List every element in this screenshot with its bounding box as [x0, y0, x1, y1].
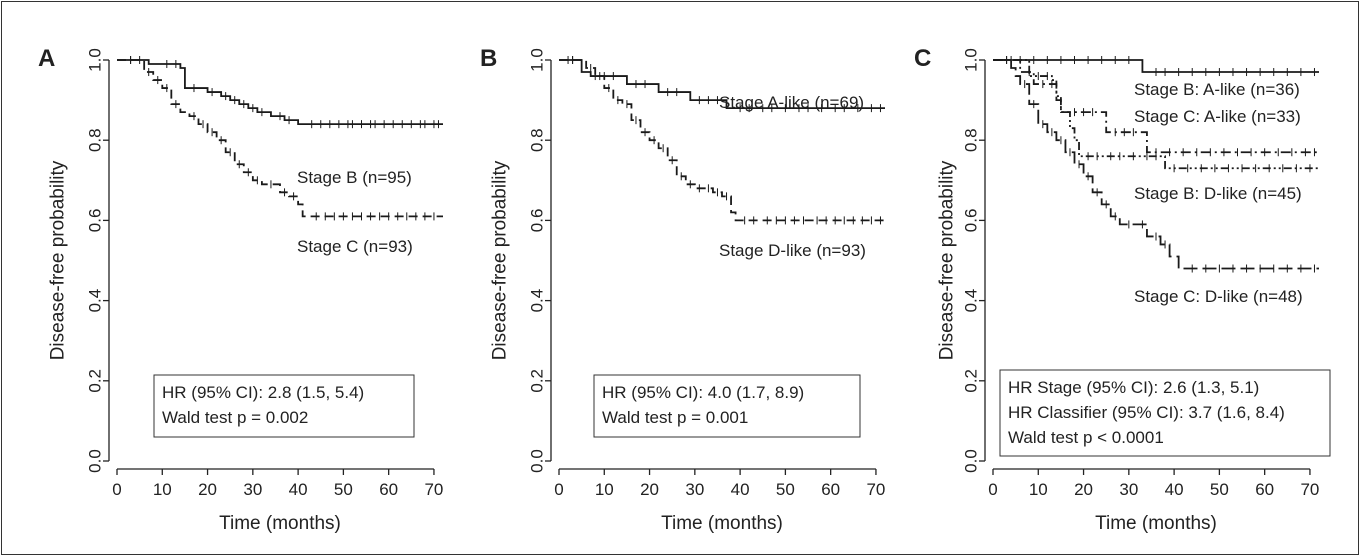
stats-box: [999, 369, 1331, 457]
x-tick-label: 40: [1165, 480, 1184, 499]
series-label: Stage C: A-like (n=33): [1134, 107, 1301, 126]
x-tick-label: 10: [595, 480, 614, 499]
x-tick-label: 20: [198, 480, 217, 499]
x-axis-title: Time (months): [219, 513, 341, 534]
stats-line: HR Stage (95% CI): 2.6 (1.3, 5.1): [1008, 378, 1259, 397]
y-tick-label: 0.0: [962, 449, 981, 473]
y-tick-label: 0.4: [86, 289, 105, 313]
series-1: Stage A-like (n=69): [559, 56, 885, 113]
series-1: Stage B: A-like (n=36): [993, 56, 1319, 99]
y-tick-label: 0.8: [528, 128, 547, 152]
x-tick-label: 70: [866, 480, 885, 499]
x-tick-label: 20: [640, 480, 659, 499]
x-tick-label: 60: [1255, 480, 1274, 499]
series-4: Stage C: D-like (n=48): [993, 59, 1319, 306]
x-axis-title: Time (months): [1095, 513, 1217, 534]
series-label: Stage B (n=95): [297, 168, 412, 187]
panel-label: A: [38, 45, 55, 72]
y-axis-title: Disease-free probability: [490, 160, 511, 360]
x-tick-label: 40: [289, 480, 308, 499]
series-label: Stage B: D-like (n=45): [1134, 184, 1302, 203]
series-2: Stage D-like (n=93): [559, 56, 885, 260]
y-axis-title: Disease-free probability: [937, 160, 958, 360]
panel-label: C: [914, 45, 931, 72]
y-tick-label: 0.6: [86, 209, 105, 233]
series-2: Stage C (n=93): [117, 56, 443, 256]
y-tick-label: 0.6: [962, 209, 981, 233]
x-tick-label: 60: [379, 480, 398, 499]
x-tick-label: 0: [554, 480, 563, 499]
panel-label: B: [480, 45, 497, 72]
stats-box: [593, 374, 861, 438]
x-tick-label: 60: [821, 480, 840, 499]
x-axis-title: Time (months): [661, 513, 783, 534]
x-tick-label: 40: [731, 480, 750, 499]
x-tick-label: 0: [112, 480, 121, 499]
y-tick-label: 0.0: [86, 449, 105, 473]
stats-line: HR Classifier (95% CI): 3.7 (1.6, 8.4): [1008, 403, 1285, 422]
km-curve: [993, 59, 1319, 73]
x-tick-label: 10: [153, 480, 172, 499]
stats-line: HR (95% CI): 2.8 (1.5, 5.4): [162, 383, 364, 402]
y-tick-label: 0.0: [528, 449, 547, 473]
x-tick-label: 10: [1029, 480, 1048, 499]
series-label: Stage D-like (n=93): [719, 241, 866, 260]
stats-line: HR (95% CI): 4.0 (1.7, 8.9): [602, 383, 804, 402]
y-tick-label: 0.8: [86, 128, 105, 152]
km-curve: [559, 59, 885, 110]
x-tick-label: 50: [776, 480, 795, 499]
series-label: Stage C (n=93): [297, 237, 413, 256]
series-label: Stage B: A-like (n=36): [1134, 80, 1300, 99]
y-tick-label: 0.4: [528, 289, 547, 313]
y-tick-label: 1.0: [528, 48, 547, 72]
stats-line: Wald test p = 0.001: [602, 408, 748, 427]
x-tick-label: 30: [1119, 480, 1138, 499]
y-tick-label: 0.4: [962, 289, 981, 313]
y-tick-label: 0.8: [962, 128, 981, 152]
x-tick-label: 50: [334, 480, 353, 499]
x-tick-label: 30: [243, 480, 262, 499]
series-1: Stage B (n=95): [117, 56, 443, 187]
y-tick-label: 0.2: [528, 369, 547, 393]
y-axis-title: Disease-free probability: [48, 160, 69, 360]
x-tick-label: 20: [1074, 480, 1093, 499]
panel-c: C 0 10 20 30 40 50 60 70 0.0 0.2 0.4 0.6 0.8 1.0 Time (…: [914, 45, 1331, 534]
stats-box: [153, 374, 415, 438]
x-tick-label: 30: [685, 480, 704, 499]
x-tick-label: 70: [424, 480, 443, 499]
x-tick-label: 70: [1300, 480, 1319, 499]
series-label: Stage A-like (n=69): [719, 93, 864, 112]
panel-b: B 0 10 20 30 40 50 60 70 0.0 0.2 0.4 0.6 0.8 1.0 Time (…: [480, 45, 885, 534]
stats-line: Wald test p < 0.0001: [1008, 428, 1164, 447]
km-curve: [559, 59, 885, 222]
y-tick-label: 0.2: [962, 369, 981, 393]
y-tick-label: 0.6: [528, 209, 547, 233]
km-curve: [117, 59, 443, 126]
x-tick-label: 0: [988, 480, 997, 499]
series-3: Stage B: D-like (n=45): [993, 56, 1319, 203]
y-tick-label: 1.0: [86, 48, 105, 72]
y-tick-label: 1.0: [962, 48, 981, 72]
km-curve: [117, 59, 443, 218]
stats-line: Wald test p = 0.002: [162, 408, 308, 427]
y-tick-label: 0.2: [86, 369, 105, 393]
x-tick-label: 50: [1210, 480, 1229, 499]
series-label: Stage C: D-like (n=48): [1134, 287, 1303, 306]
panel-a: A 0 10 20 30 40 50 60 70 0.0 0.2 0.4 0.6 0.8 1.0 Time (…: [38, 45, 443, 534]
